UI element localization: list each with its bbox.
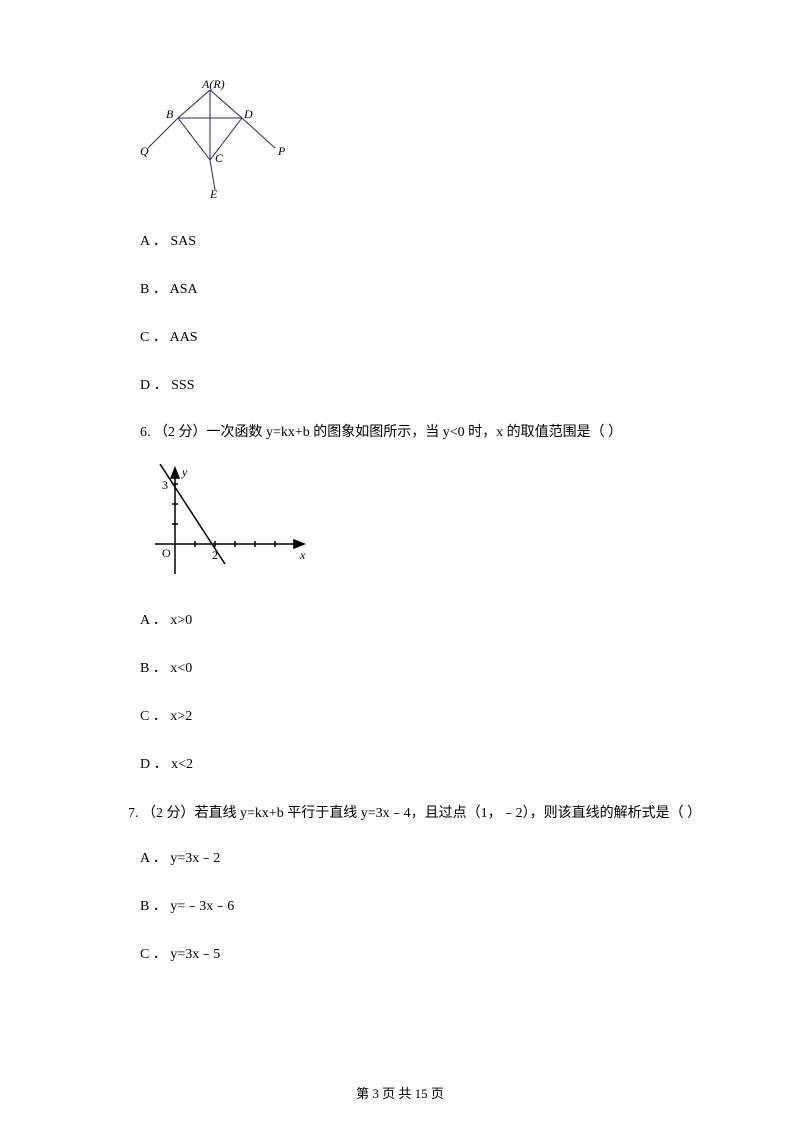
option-text: y=3x﹣5	[170, 947, 220, 962]
option-text: y=3x﹣2	[170, 851, 220, 866]
option-text: x>2	[170, 709, 192, 724]
q5-option-A: A ． SAS	[140, 230, 700, 250]
option-prefix: A ．	[140, 851, 167, 866]
q6-option-C: C ． x>2	[140, 705, 700, 725]
ytick-3: 3	[162, 478, 168, 492]
option-prefix: A ．	[140, 234, 167, 249]
option-prefix: B ．	[140, 899, 167, 914]
page-content: A(R) B D Q P C E A ． SAS B ． ASA C ． AAS…	[0, 0, 800, 1031]
option-prefix: B ．	[140, 661, 167, 676]
q6-option-B: B ． x<0	[140, 657, 700, 677]
option-text: x<2	[171, 757, 193, 772]
option-prefix: D ．	[140, 378, 168, 393]
label-P: P	[277, 144, 286, 158]
diagram2-svg: y x O 3 2	[140, 464, 320, 584]
label-Q: Q	[140, 144, 149, 158]
q6-option-D: D ． x<2	[140, 753, 700, 773]
option-text: x>0	[170, 613, 192, 628]
linear-function-graph: y x O 3 2	[140, 464, 700, 589]
option-text: x<0	[170, 661, 192, 676]
q7-option-B: B ． y=﹣3x﹣6	[140, 895, 700, 915]
xtick-2: 2	[212, 548, 218, 562]
diagram1-svg: A(R) B D Q P C E	[140, 80, 300, 200]
option-prefix: C ．	[140, 947, 167, 962]
option-text: y=﹣3x﹣6	[170, 899, 234, 914]
option-prefix: D ．	[140, 757, 168, 772]
page-footer: 第 3 页 共 15 页	[0, 1083, 800, 1102]
q7-option-A: A ． y=3x﹣2	[140, 847, 700, 867]
option-prefix: C ．	[140, 330, 167, 345]
option-prefix: A ．	[140, 613, 167, 628]
ylabel: y	[181, 465, 188, 479]
xlabel: x	[299, 548, 306, 562]
q5-option-C: C ． AAS	[140, 326, 700, 346]
label-E: E	[209, 187, 218, 200]
q6-stem: 6. （2 分）一次函数 y=kx+b 的图象如图所示，当 y<0 时，x 的取…	[140, 422, 700, 444]
label-A: A(R)	[201, 80, 225, 91]
q7-stem: 7. （2 分）若直线 y=kx+b 平行于直线 y=3x﹣4，且过点（1，﹣2…	[100, 801, 700, 826]
q5-option-B: B ． ASA	[140, 278, 700, 298]
q5-option-D: D ． SSS	[140, 374, 700, 394]
label-B: B	[166, 107, 174, 121]
origin-label: O	[162, 546, 171, 560]
q7-option-C: C ． y=3x﹣5	[140, 943, 700, 963]
label-C: C	[215, 151, 224, 165]
geometry-diagram: A(R) B D Q P C E	[140, 80, 700, 205]
option-text: ASA	[170, 282, 198, 297]
option-text: SSS	[171, 378, 194, 393]
option-text: AAS	[170, 330, 198, 345]
q6-option-A: A ． x>0	[140, 609, 700, 629]
option-prefix: B ．	[140, 282, 167, 297]
label-D: D	[243, 107, 253, 121]
option-prefix: C ．	[140, 709, 167, 724]
option-text: SAS	[170, 234, 196, 249]
